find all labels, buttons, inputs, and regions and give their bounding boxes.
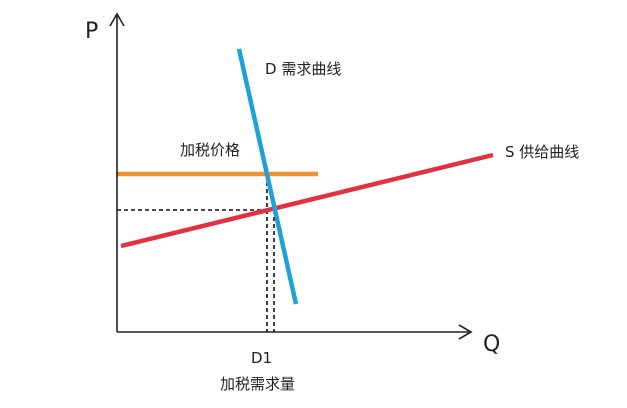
quantity-marker-label: D1 (251, 349, 272, 367)
x-axis-arrow (458, 324, 473, 340)
tax-price-label: 加税价格 (180, 141, 240, 159)
x-axis-label: Q (483, 332, 500, 357)
y-axis-arrow (109, 12, 125, 27)
y-axis-label: P (85, 19, 98, 44)
supply-curve-label: S 供给曲线 (505, 143, 579, 161)
quantity-marker-caption: 加税需求量 (220, 375, 295, 393)
demand-curve-label: D 需求曲线 (265, 60, 341, 78)
supply-curve (120, 152, 494, 249)
demand-curve (236, 48, 299, 305)
